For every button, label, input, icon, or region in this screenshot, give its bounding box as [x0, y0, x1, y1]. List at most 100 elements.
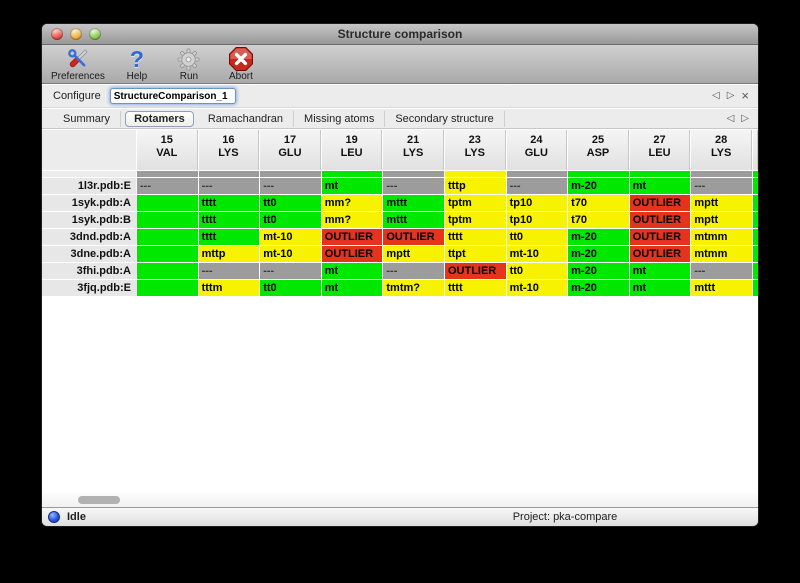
rotamer-cell[interactable]: mt-10 [506, 246, 568, 262]
row-label[interactable]: 1l3r.pdb:E [42, 178, 136, 194]
rotamer-cell[interactable]: mt-10 [506, 280, 568, 296]
horizontal-scrollbar[interactable] [42, 493, 758, 507]
row-label[interactable]: 3fjq.pdb:E [42, 280, 136, 296]
column-header-16[interactable]: 16 LYS [198, 130, 260, 170]
rotamer-cell[interactable] [137, 195, 198, 211]
column-header-15[interactable]: 15 VAL [137, 130, 198, 170]
row-label[interactable]: 1syk.pdb:A [42, 195, 136, 211]
column-header-24[interactable]: 24 GLU [506, 130, 568, 170]
rotamer-cell[interactable]: mtmm [691, 229, 752, 245]
row-label[interactable]: 3fhi.pdb:A [42, 263, 136, 279]
rotamer-cell[interactable]: tttt [444, 229, 506, 245]
rotamer-cell[interactable]: tt0 [260, 195, 321, 211]
rotamer-cell[interactable]: OUTLIER [629, 246, 691, 262]
rotamer-cell[interactable]: mt [629, 263, 691, 279]
column-header-19[interactable]: 19 LEU [321, 130, 383, 170]
rotamer-cell[interactable]: OUTLIER [383, 229, 444, 245]
column-header-27[interactable]: 27 LEU [629, 130, 691, 170]
rotamer-cell[interactable]: tttt [444, 280, 506, 296]
rotamer-cell[interactable]: mt [629, 280, 691, 296]
rotamer-cell[interactable]: mtmm [691, 246, 752, 262]
column-header-23[interactable]: 23 LYS [444, 130, 506, 170]
row-label[interactable]: 3dnd.pdb:A [42, 229, 136, 245]
rotamer-cell[interactable] [137, 263, 198, 279]
abort-button[interactable]: Abort [218, 46, 264, 82]
rotamer-cell[interactable] [137, 246, 198, 262]
rotamer-cell[interactable]: mt-10 [260, 229, 321, 245]
rotamer-cell[interactable]: tttt [198, 195, 260, 211]
column-header-25[interactable]: 25 ASP [568, 130, 629, 170]
rotamer-cell[interactable]: --- [383, 263, 444, 279]
prev-config-icon[interactable]: ◁ [712, 90, 720, 101]
rotamer-cell[interactable]: mttt [691, 280, 752, 296]
minimize-window-button[interactable] [70, 28, 82, 40]
rotamer-cell[interactable]: m-20 [568, 246, 629, 262]
rotamer-cell[interactable]: tttt [198, 229, 260, 245]
rotamer-cell[interactable]: tp10 [506, 212, 568, 228]
rotamer-cell[interactable]: m-20 [568, 263, 629, 279]
rotamer-cell[interactable]: mm? [321, 195, 383, 211]
rotamer-cell[interactable]: --- [260, 178, 321, 194]
rotamer-cell[interactable]: OUTLIER [321, 246, 383, 262]
rotamer-cell[interactable]: OUTLIER [444, 263, 506, 279]
rotamer-cell[interactable]: mt [321, 263, 383, 279]
column-header-21[interactable]: 21 LYS [383, 130, 444, 170]
rotamer-cell[interactable]: --- [198, 178, 260, 194]
rotamer-cell[interactable] [137, 212, 198, 228]
rotamer-cell[interactable]: tptm [444, 195, 506, 211]
tab-ramachandran[interactable]: Ramachandran [198, 110, 295, 127]
rotamer-cell[interactable]: OUTLIER [629, 195, 691, 211]
rotamer-cell[interactable]: OUTLIER [629, 212, 691, 228]
rotamer-cell[interactable]: --- [506, 178, 568, 194]
rotamer-cell[interactable] [137, 280, 198, 296]
run-button[interactable]: Run [166, 46, 212, 82]
row-label[interactable]: 1syk.pdb:B [42, 212, 136, 228]
rotamer-cell[interactable]: tttp [444, 178, 506, 194]
tab-secondary-structure[interactable]: Secondary structure [385, 110, 505, 127]
rotamer-cell[interactable]: mptt [691, 212, 752, 228]
next-config-icon[interactable]: ▷ [726, 90, 735, 101]
rotamer-cell[interactable]: mt-10 [260, 246, 321, 262]
rotamer-cell[interactable]: m-20 [568, 178, 629, 194]
configure-name-input[interactable] [109, 88, 236, 104]
rotamer-cell[interactable]: mt [321, 280, 383, 296]
column-header-28[interactable]: 28 LYS [691, 130, 752, 170]
next-tab-icon[interactable]: ▷ [741, 112, 749, 124]
rotamer-cell[interactable]: tt0 [506, 229, 568, 245]
rotamer-cell[interactable]: t70 [568, 212, 629, 228]
rotamer-cell[interactable]: mm? [321, 212, 383, 228]
rotamer-cell[interactable]: tt0 [260, 212, 321, 228]
rotamer-cell[interactable]: --- [691, 178, 752, 194]
rotamer-cell[interactable]: tt0 [506, 263, 568, 279]
scrollbar-thumb[interactable] [78, 496, 120, 504]
rotamer-cell[interactable]: t70 [568, 195, 629, 211]
title-bar[interactable]: Structure comparison [42, 24, 758, 45]
rotamer-cell[interactable]: mt [321, 178, 383, 194]
prev-tab-icon[interactable]: ◁ [726, 112, 735, 124]
rotamer-cell[interactable]: tmtm? [383, 280, 444, 296]
column-header-17[interactable]: 17 GLU [260, 130, 321, 170]
tab-summary[interactable]: Summary [53, 110, 122, 127]
rotamer-cell[interactable]: mttp [198, 246, 260, 262]
close-window-button[interactable] [51, 28, 63, 40]
help-button[interactable]: ? Help [114, 46, 160, 82]
rotamer-cell[interactable]: --- [691, 263, 752, 279]
zoom-window-button[interactable] [89, 28, 101, 40]
rotamer-cell[interactable]: OUTLIER [321, 229, 383, 245]
rotamer-cell[interactable]: tt0 [260, 280, 321, 296]
rotamer-cell[interactable]: m-20 [568, 280, 629, 296]
rotamer-cell[interactable]: mptt [691, 195, 752, 211]
rotamer-cell[interactable]: tptm [444, 212, 506, 228]
rotamer-cell[interactable]: --- [383, 178, 444, 194]
rotamer-cell[interactable]: m-20 [568, 229, 629, 245]
rotamer-cell[interactable]: mt [629, 178, 691, 194]
rotamer-cell[interactable]: ttpt [444, 246, 506, 262]
rotamer-cell[interactable]: OUTLIER [629, 229, 691, 245]
preferences-button[interactable]: Preferences [48, 46, 108, 82]
rotamer-cell[interactable]: --- [198, 263, 260, 279]
rotamer-cell[interactable]: tttt [198, 212, 260, 228]
rotamer-cell[interactable]: mptt [383, 246, 444, 262]
tab-rotamers[interactable]: Rotamers [125, 110, 194, 127]
rotamer-cell[interactable]: --- [260, 263, 321, 279]
rotamer-cell[interactable]: mttt [383, 195, 444, 211]
